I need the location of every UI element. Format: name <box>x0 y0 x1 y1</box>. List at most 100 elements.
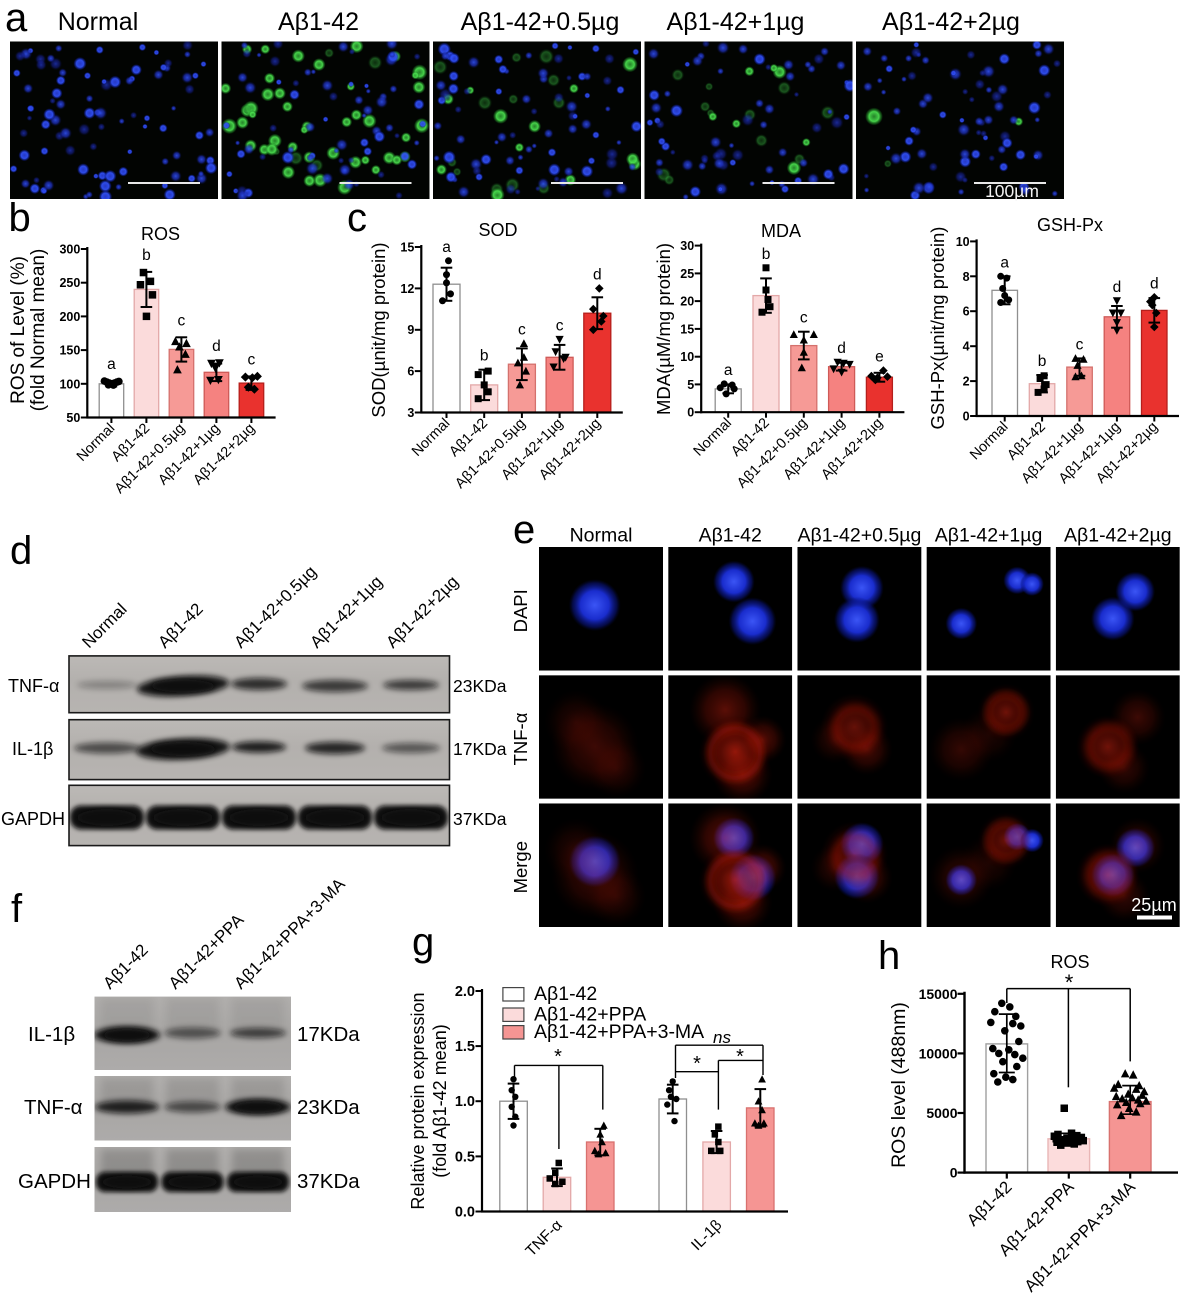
svg-text:c: c <box>800 310 808 327</box>
svg-text:2.0: 2.0 <box>455 984 475 1000</box>
svg-text:GSH-Px(µnit/mg protein): GSH-Px(µnit/mg protein) <box>927 227 948 430</box>
svg-text:17KDa: 17KDa <box>297 1023 360 1046</box>
svg-text:b: b <box>9 196 31 240</box>
svg-text:a: a <box>107 356 116 373</box>
svg-text:Merge: Merge <box>510 841 531 893</box>
svg-text:Aβ1-42+0.5µg: Aβ1-42+0.5µg <box>797 525 921 547</box>
svg-text:23KDa: 23KDa <box>297 1096 360 1119</box>
svg-text:g: g <box>412 920 434 964</box>
svg-text:Aβ1-42+0.5µg: Aβ1-42+0.5µg <box>461 8 620 36</box>
svg-text:10000: 10000 <box>919 1045 958 1061</box>
svg-text:100: 100 <box>59 377 80 391</box>
svg-text:GAPDH: GAPDH <box>18 1170 91 1193</box>
svg-text:100µm: 100µm <box>985 181 1039 201</box>
svg-text:23KDa: 23KDa <box>453 676 507 696</box>
svg-text:Aβ1-42: Aβ1-42 <box>699 525 762 547</box>
svg-text:0.0: 0.0 <box>455 1205 475 1221</box>
svg-text:c: c <box>248 351 256 368</box>
svg-text:e: e <box>513 508 535 552</box>
svg-text:0.5: 0.5 <box>455 1149 475 1165</box>
svg-text:1.0: 1.0 <box>455 1094 475 1110</box>
svg-text:d: d <box>1150 275 1159 292</box>
svg-text:Normal: Normal <box>570 525 633 547</box>
svg-text:Aβ1-42+1µg: Aβ1-42+1µg <box>667 8 805 36</box>
svg-text:12: 12 <box>400 282 414 296</box>
svg-text:c: c <box>556 317 564 334</box>
svg-text:0: 0 <box>687 406 694 420</box>
svg-text:d: d <box>1113 279 1122 296</box>
svg-text:Aβ1-42+PPA+3-MA: Aβ1-42+PPA+3-MA <box>534 1021 704 1043</box>
svg-text:d: d <box>593 266 602 283</box>
svg-text:SOD(µnit/mg protein): SOD(µnit/mg protein) <box>368 242 389 417</box>
svg-text:5: 5 <box>687 378 694 392</box>
svg-text:9: 9 <box>407 323 414 337</box>
svg-text:150: 150 <box>59 344 80 358</box>
svg-text:8: 8 <box>963 270 970 284</box>
svg-text:6: 6 <box>407 365 414 379</box>
svg-text:Aβ1-42: Aβ1-42 <box>278 8 359 36</box>
svg-text:30: 30 <box>680 239 694 253</box>
svg-text:b: b <box>142 247 151 264</box>
svg-text:2: 2 <box>963 375 970 389</box>
svg-text:25: 25 <box>680 267 694 281</box>
svg-text:(fold Normal mean): (fold Normal mean) <box>28 249 49 412</box>
svg-text:37KDa: 37KDa <box>297 1170 360 1193</box>
svg-text:e: e <box>875 349 884 366</box>
svg-text:15: 15 <box>400 241 414 255</box>
svg-text:a: a <box>442 239 451 256</box>
svg-text:TNF-α: TNF-α <box>8 676 59 696</box>
svg-text:b: b <box>762 246 771 263</box>
svg-text:TNF-α: TNF-α <box>24 1096 83 1119</box>
svg-text:ROS of Level (%): ROS of Level (%) <box>8 256 29 404</box>
svg-text:c: c <box>518 322 526 339</box>
svg-text:4: 4 <box>963 340 970 354</box>
svg-text:0: 0 <box>950 1165 958 1181</box>
svg-text:ROS level (488nm): ROS level (488nm) <box>888 1002 910 1168</box>
svg-text:ROS: ROS <box>141 224 180 244</box>
svg-text:IL-1β: IL-1β <box>12 739 53 759</box>
svg-text:c: c <box>178 312 186 329</box>
svg-text:50: 50 <box>66 411 80 425</box>
svg-text:250: 250 <box>59 276 80 290</box>
svg-text:0: 0 <box>963 410 970 424</box>
svg-text:*: * <box>554 1046 562 1068</box>
svg-text:c: c <box>1076 336 1084 353</box>
svg-text:b: b <box>1038 353 1047 370</box>
svg-text:Aβ1-42: Aβ1-42 <box>534 983 597 1005</box>
svg-text:h: h <box>878 934 900 978</box>
svg-text:d: d <box>837 340 846 357</box>
svg-text:15000: 15000 <box>919 986 958 1002</box>
svg-text:17KDa: 17KDa <box>453 739 507 759</box>
svg-text:Aβ1-42+2µg: Aβ1-42+2µg <box>1064 525 1172 547</box>
svg-text:Relative protein expression: Relative protein expression <box>408 992 428 1209</box>
svg-text:20: 20 <box>680 295 694 309</box>
svg-text:25µm: 25µm <box>1131 895 1176 915</box>
svg-text:Aβ1-42+PPA: Aβ1-42+PPA <box>534 1004 646 1026</box>
svg-text:f: f <box>11 887 23 931</box>
svg-text:*: * <box>736 1046 744 1068</box>
svg-text:6: 6 <box>963 305 970 319</box>
svg-text:a: a <box>724 362 733 379</box>
svg-text:(fold Aβ1-42 mean): (fold Aβ1-42 mean) <box>430 1024 450 1177</box>
svg-text:ns: ns <box>713 1028 731 1047</box>
svg-text:Aβ1-42+2µg: Aβ1-42+2µg <box>882 8 1020 36</box>
svg-text:GAPDH: GAPDH <box>1 809 65 829</box>
svg-text:MDA: MDA <box>761 221 801 241</box>
svg-text:Aβ1-42+1µg: Aβ1-42+1µg <box>935 525 1043 547</box>
svg-text:d: d <box>10 529 32 573</box>
svg-text:Normal: Normal <box>58 8 139 36</box>
svg-text:15: 15 <box>680 322 694 336</box>
svg-text:10: 10 <box>680 350 694 364</box>
svg-text:a: a <box>1000 254 1009 271</box>
svg-text:GSH-Px: GSH-Px <box>1037 215 1103 235</box>
svg-text:1.5: 1.5 <box>455 1039 475 1055</box>
svg-text:SOD: SOD <box>478 220 517 240</box>
svg-text:MDA(µM/mg protein): MDA(µM/mg protein) <box>653 243 674 415</box>
svg-text:IL-1β: IL-1β <box>28 1023 75 1046</box>
svg-text:TNF-α: TNF-α <box>510 712 531 765</box>
svg-text:*: * <box>693 1053 701 1075</box>
svg-text:d: d <box>212 338 221 355</box>
svg-text:a: a <box>5 0 28 40</box>
svg-text:c: c <box>347 196 367 240</box>
svg-text:5000: 5000 <box>926 1105 957 1121</box>
